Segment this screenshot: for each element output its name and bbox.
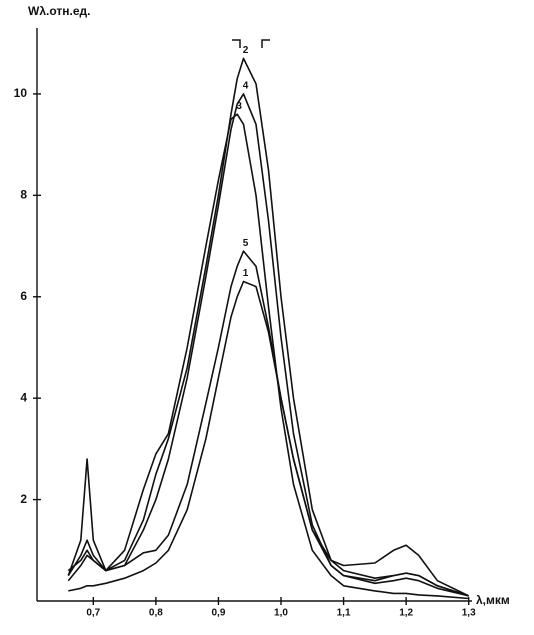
x-tick-label: 1,1 xyxy=(337,608,351,619)
x-axis-label: λ,мкм xyxy=(476,593,510,607)
y-tick-label: 2 xyxy=(20,492,27,506)
series-label: 1 xyxy=(243,268,249,279)
series-label: 2 xyxy=(243,45,249,56)
line-series xyxy=(68,280,469,597)
x-tick-label: 1,0 xyxy=(274,608,288,619)
series-label: 3 xyxy=(236,101,242,112)
peak-marker xyxy=(232,39,270,48)
y-tick-label: 8 xyxy=(20,188,27,202)
y-tick-label: 6 xyxy=(20,289,27,303)
y-axis-label: Wλ.отн.ед. xyxy=(28,4,90,18)
x-tick-label: 1,3 xyxy=(462,608,476,619)
series-label: 5 xyxy=(243,238,249,249)
x-tick-label: 0,9 xyxy=(211,608,225,619)
line-series xyxy=(67,113,469,600)
x-tick-label: 0,7 xyxy=(86,608,100,619)
x-tick-label: 1,2 xyxy=(399,608,413,619)
x-tick-label: 0,8 xyxy=(149,608,163,619)
line-series xyxy=(67,57,469,597)
y-tick-label: 4 xyxy=(20,390,27,404)
line-series xyxy=(67,250,470,597)
y-tick-label: 10 xyxy=(14,86,28,100)
series-label: 4 xyxy=(243,81,249,92)
